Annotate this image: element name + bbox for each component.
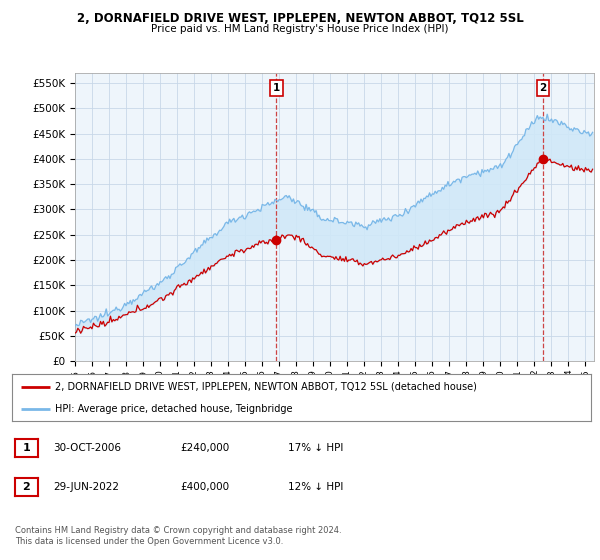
Text: 2: 2 — [539, 83, 547, 93]
Text: 1: 1 — [23, 443, 30, 453]
Text: 2, DORNAFIELD DRIVE WEST, IPPLEPEN, NEWTON ABBOT, TQ12 5SL (detached house): 2, DORNAFIELD DRIVE WEST, IPPLEPEN, NEWT… — [55, 382, 478, 392]
Text: Price paid vs. HM Land Registry's House Price Index (HPI): Price paid vs. HM Land Registry's House … — [151, 24, 449, 34]
Text: 2: 2 — [23, 482, 30, 492]
Text: 30-OCT-2006: 30-OCT-2006 — [53, 443, 121, 453]
Text: 1: 1 — [272, 83, 280, 93]
Text: HPI: Average price, detached house, Teignbridge: HPI: Average price, detached house, Teig… — [55, 404, 293, 414]
Text: 12% ↓ HPI: 12% ↓ HPI — [288, 482, 343, 492]
Text: 2, DORNAFIELD DRIVE WEST, IPPLEPEN, NEWTON ABBOT, TQ12 5SL: 2, DORNAFIELD DRIVE WEST, IPPLEPEN, NEWT… — [77, 12, 523, 25]
Text: 29-JUN-2022: 29-JUN-2022 — [53, 482, 119, 492]
Text: 17% ↓ HPI: 17% ↓ HPI — [288, 443, 343, 453]
Text: Contains HM Land Registry data © Crown copyright and database right 2024.
This d: Contains HM Land Registry data © Crown c… — [15, 526, 341, 546]
Text: £400,000: £400,000 — [180, 482, 229, 492]
Text: £240,000: £240,000 — [180, 443, 229, 453]
